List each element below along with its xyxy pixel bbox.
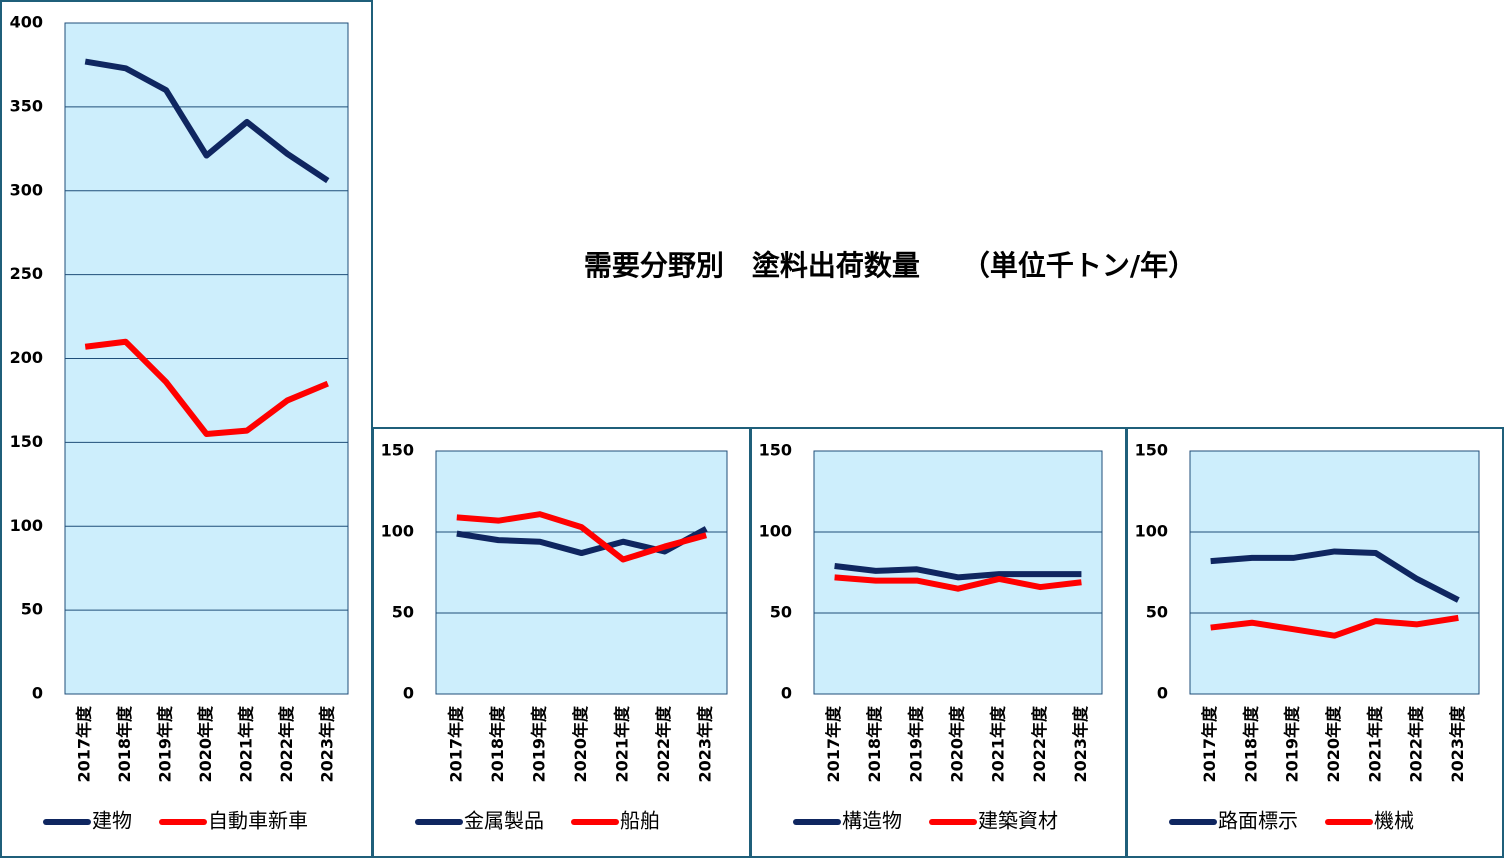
legend-label: 機械 (1374, 809, 1414, 833)
y-tick-label: 100 (759, 522, 792, 541)
y-tick-label: 50 (1146, 603, 1168, 622)
x-tick-label: 2022年度 (1030, 705, 1049, 783)
x-tick-label: 2019年度 (529, 705, 548, 783)
legend-label: 金属製品 (464, 809, 544, 833)
series-line (456, 511, 708, 563)
x-tick-label: 2020年度 (1324, 705, 1343, 783)
y-tick-label: 250 (10, 264, 43, 283)
y-tick-label: 100 (1135, 522, 1168, 541)
y-tick-label: 100 (10, 516, 43, 535)
x-tick-label: 2019年度 (906, 705, 925, 783)
x-tick-label: 2022年度 (277, 705, 296, 783)
x-tick-label: 2019年度 (156, 705, 175, 783)
y-tick-label: 400 (10, 13, 43, 32)
chart-title: 需要分野別 塗料出荷数量 （単位千トン/年） (584, 249, 1196, 282)
x-tick-label: 2022年度 (654, 705, 673, 783)
series-line (1210, 614, 1459, 639)
y-tick-label: 50 (770, 603, 792, 622)
x-tick-label: 2017年度 (824, 705, 843, 783)
legend-label: 自動車新車 (208, 809, 308, 833)
x-tick-label: 2018年度 (115, 705, 134, 783)
legend-label: 建築資材 (978, 809, 1058, 833)
y-tick-label: 50 (21, 600, 43, 619)
x-tick-label: 2020年度 (196, 705, 215, 783)
x-tick-label: 2023年度 (1448, 705, 1467, 783)
plot-area (1189, 450, 1480, 695)
legend-label: 船舶 (620, 809, 660, 833)
x-tick-label: 2023年度 (1071, 705, 1090, 783)
panel-border (1126, 427, 1504, 858)
y-tick-label: 0 (32, 684, 43, 703)
series-line (84, 338, 329, 437)
x-tick-label: 2023年度 (696, 705, 715, 783)
legend-label: 路面標示 (1218, 809, 1298, 833)
legend-label: 建物 (92, 809, 132, 833)
y-tick-label: 150 (759, 441, 792, 460)
plot-area (435, 450, 728, 695)
series-line (1210, 548, 1460, 603)
x-tick-label: 2017年度 (446, 705, 465, 783)
y-tick-label: 200 (10, 348, 43, 367)
series-line (834, 563, 1082, 581)
x-tick-label: 2017年度 (75, 705, 94, 783)
y-tick-label: 100 (381, 522, 414, 541)
x-tick-label: 2018年度 (865, 705, 884, 783)
x-tick-label: 2021年度 (989, 705, 1008, 783)
y-tick-label: 350 (10, 96, 43, 115)
y-tick-label: 150 (10, 432, 43, 451)
x-tick-label: 2017年度 (1200, 705, 1219, 783)
y-tick-label: 50 (392, 603, 414, 622)
y-tick-label: 0 (781, 684, 792, 703)
series-line (834, 574, 1082, 592)
y-tick-label: 150 (1135, 441, 1168, 460)
x-tick-label: 2022年度 (1407, 705, 1426, 783)
y-tick-label: 150 (381, 441, 414, 460)
series-line (456, 526, 708, 557)
x-tick-label: 2020年度 (571, 705, 590, 783)
x-tick-label: 2021年度 (613, 705, 632, 783)
x-tick-label: 2018年度 (488, 705, 507, 783)
x-tick-label: 2019年度 (1283, 705, 1302, 783)
x-tick-label: 2023年度 (317, 705, 336, 783)
y-tick-label: 0 (403, 684, 414, 703)
x-tick-label: 2021年度 (236, 705, 255, 783)
legend-label: 構造物 (842, 809, 902, 833)
y-tick-label: 0 (1157, 684, 1168, 703)
y-tick-label: 300 (10, 180, 43, 199)
x-tick-label: 2018年度 (1241, 705, 1260, 783)
x-tick-label: 2021年度 (1365, 705, 1384, 783)
series-line (84, 58, 330, 184)
x-tick-label: 2020年度 (948, 705, 967, 783)
